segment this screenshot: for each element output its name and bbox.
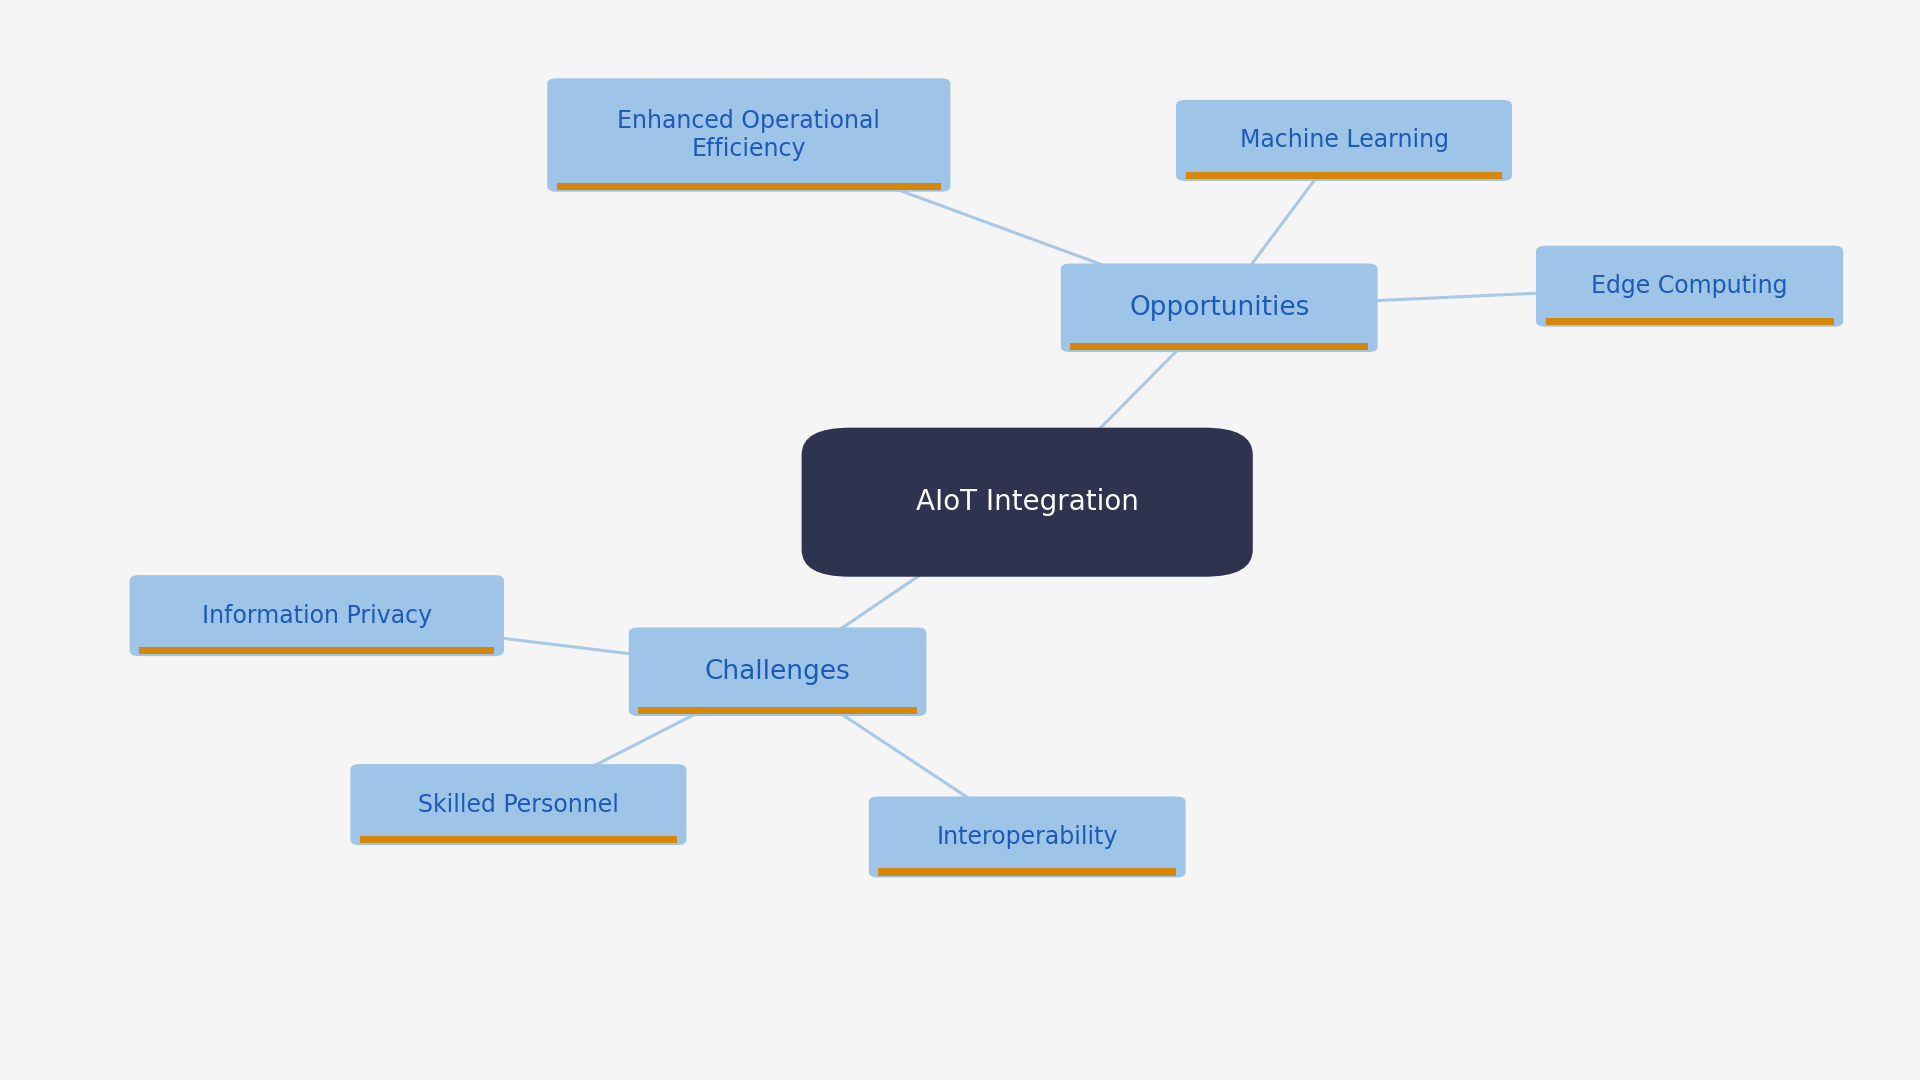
FancyBboxPatch shape [140,647,495,654]
FancyBboxPatch shape [1185,172,1501,179]
Text: AIoT Integration: AIoT Integration [916,488,1139,516]
Text: Machine Learning: Machine Learning [1240,129,1448,152]
FancyBboxPatch shape [349,765,687,845]
FancyBboxPatch shape [879,868,1175,876]
FancyBboxPatch shape [1536,246,1843,326]
FancyBboxPatch shape [547,78,950,192]
FancyBboxPatch shape [630,627,927,716]
Text: Edge Computing: Edge Computing [1592,274,1788,298]
FancyBboxPatch shape [131,575,503,656]
Text: Skilled Personnel: Skilled Personnel [419,793,618,816]
Text: Challenges: Challenges [705,659,851,685]
FancyBboxPatch shape [1071,343,1367,350]
Text: Enhanced Operational
Efficiency: Enhanced Operational Efficiency [618,109,879,161]
Text: Information Privacy: Information Privacy [202,604,432,627]
FancyBboxPatch shape [801,428,1252,577]
FancyBboxPatch shape [361,836,678,843]
FancyBboxPatch shape [1060,264,1379,352]
Text: Interoperability: Interoperability [937,825,1117,849]
FancyBboxPatch shape [557,183,941,190]
Text: Opportunities: Opportunities [1129,295,1309,321]
FancyBboxPatch shape [868,797,1187,877]
FancyBboxPatch shape [1546,318,1834,325]
FancyBboxPatch shape [637,706,918,715]
FancyBboxPatch shape [1175,99,1513,180]
